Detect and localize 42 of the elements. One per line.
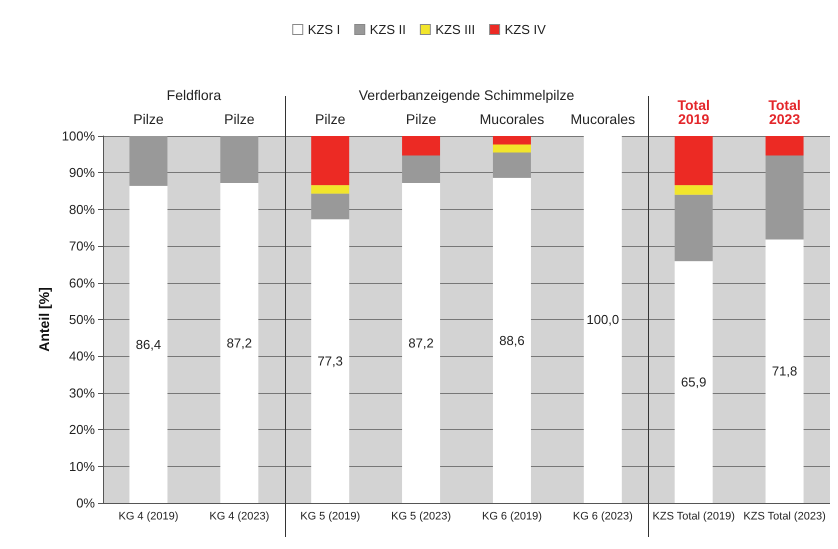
legend-label: KZS I	[308, 22, 340, 37]
text: Total 2019	[677, 97, 710, 127]
y-tick-label: 50%	[68, 312, 96, 327]
data-label: 86,4	[136, 336, 162, 352]
text: Verderbanzeigende Schimmelpilze	[358, 87, 574, 103]
legend-label: KZS III	[435, 22, 476, 37]
y-tick-label: 30%	[68, 385, 96, 400]
x-tick-label: KG 5 (2019)	[300, 510, 360, 522]
x-tick-label: KG 6 (2019)	[482, 510, 542, 522]
y-tick-label: 90%	[68, 165, 96, 180]
y-tick-label: 10%	[68, 458, 96, 474]
y-tick-label: 80%	[68, 202, 96, 217]
y-tick-label: 100%	[62, 128, 96, 144]
x-tick-label: KG 6 (2023)	[572, 510, 633, 522]
y-tick-label: 40%	[68, 348, 96, 364]
y-tick-label: 60%	[68, 275, 96, 290]
text: Pilze	[224, 111, 255, 127]
data-label: 71,8	[772, 364, 798, 379]
y-tick-label: 0%	[76, 496, 96, 510]
text: Feldflora	[166, 87, 222, 103]
data-label: 88,6	[499, 332, 525, 348]
data-label: 100,0	[586, 312, 620, 327]
text: Pilze	[133, 111, 164, 127]
y-axis-title: Anteil [%]	[36, 287, 52, 352]
data-label: 87,2	[226, 335, 252, 350]
legend-label: KZS IV	[504, 22, 546, 37]
data-label: 77,3	[318, 354, 343, 369]
text: Mucorales	[570, 111, 636, 127]
data-label: 87,2	[408, 335, 434, 350]
x-tick-label: KG 4 (2019)	[118, 510, 178, 522]
x-tick-label: KZS Total (2023)	[743, 510, 826, 522]
y-tick-label: 20%	[68, 422, 96, 438]
data-label: 65,9	[681, 374, 706, 390]
x-tick-label: KZS Total (2019)	[652, 510, 735, 522]
text: Pilze	[406, 111, 436, 127]
text: Mucorales	[480, 111, 544, 127]
legend-label: KZS II	[370, 22, 406, 37]
text: Total 2023	[768, 97, 801, 127]
x-tick-label: KG 5 (2023)	[391, 510, 452, 522]
y-tick-label: 70%	[68, 238, 96, 254]
x-tick-label: KG 4 (2023)	[209, 510, 270, 522]
text: Pilze	[315, 111, 346, 127]
